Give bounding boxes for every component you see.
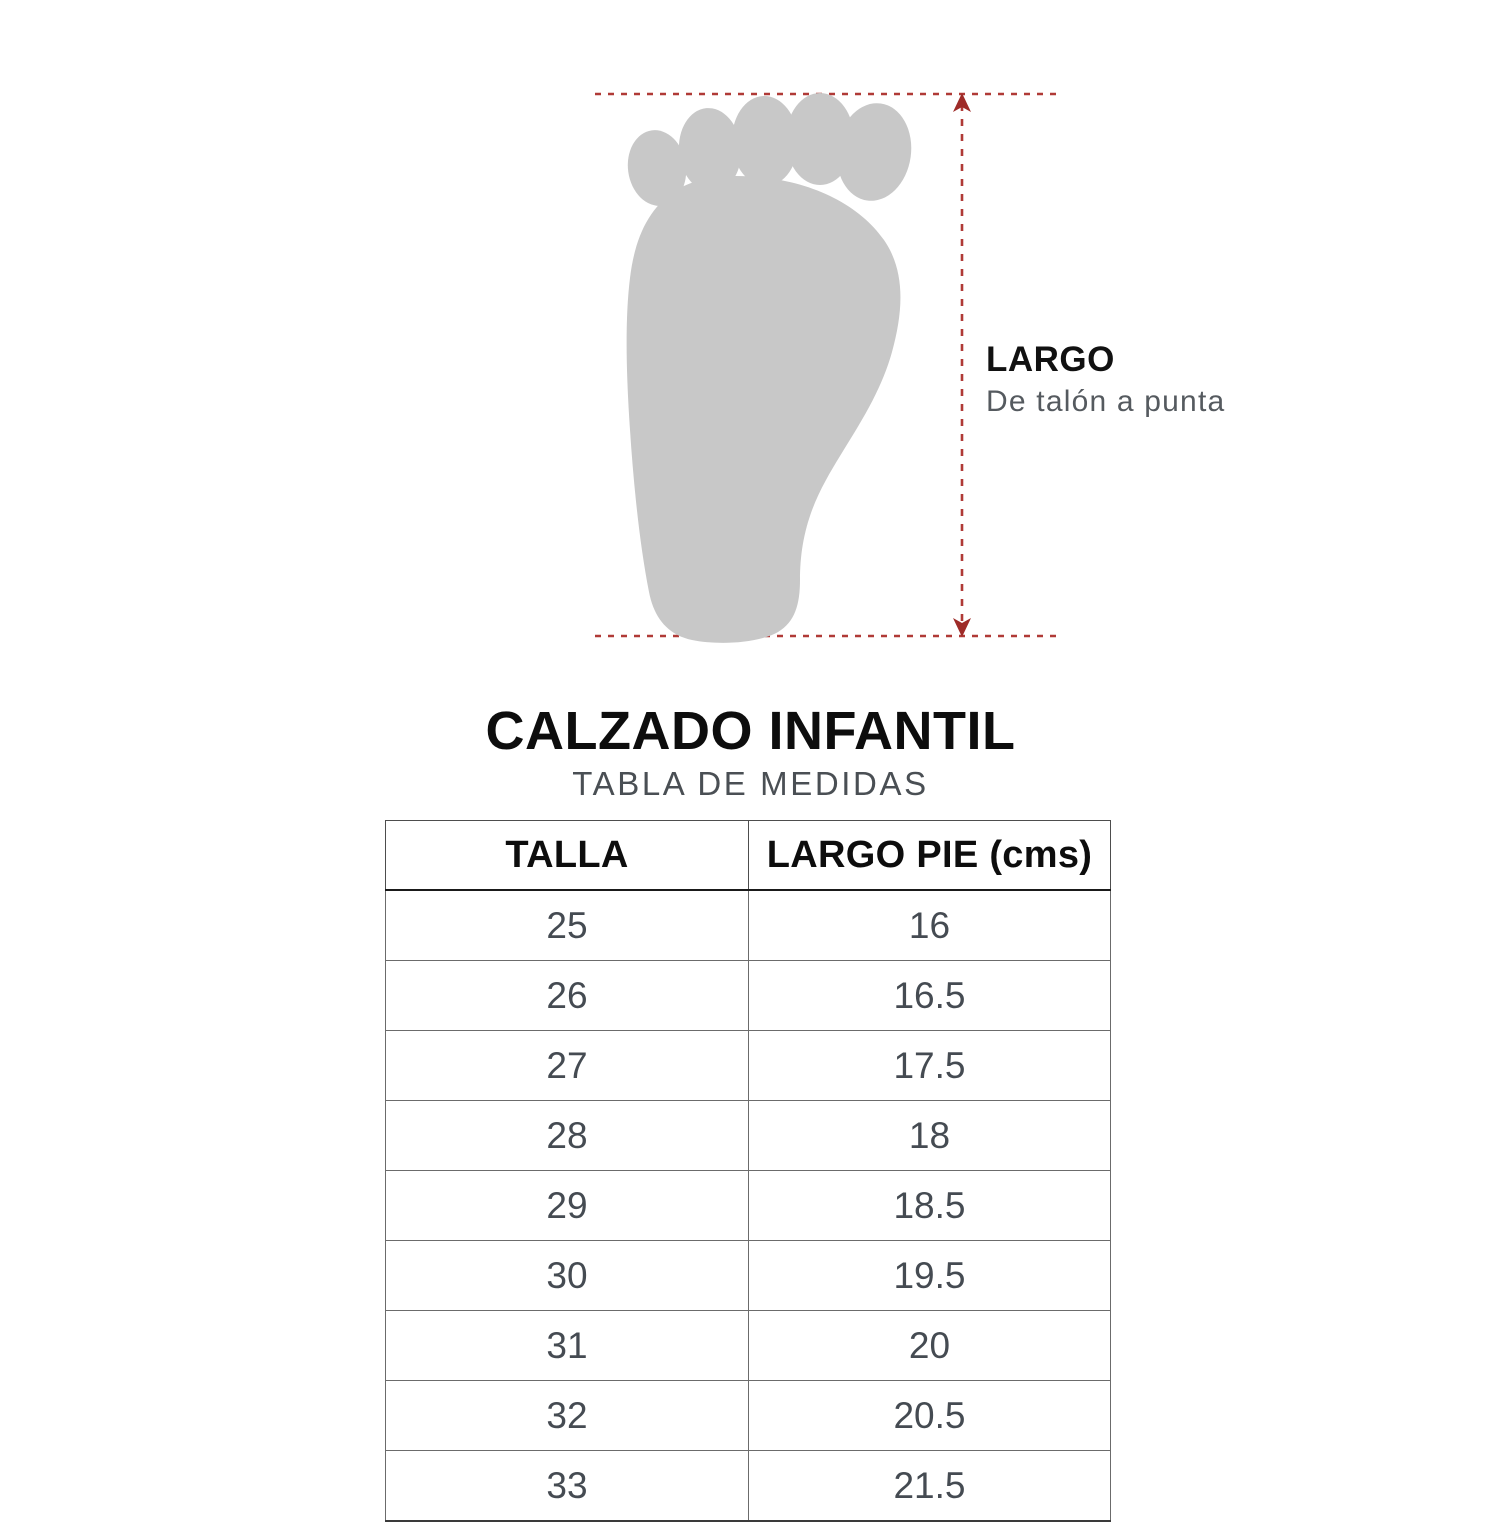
table-row: 29 18.5 (385, 1170, 1111, 1241)
toe-1-big (836, 103, 912, 201)
table-row: 32 20.5 (385, 1380, 1111, 1451)
cell-largo: 19.5 (748, 1240, 1111, 1311)
column-header-largo-pie: LARGO PIE (cms) (748, 820, 1111, 891)
cell-talla: 30 (385, 1240, 749, 1311)
table-row: 30 19.5 (385, 1240, 1111, 1311)
cell-largo: 16 (748, 889, 1111, 961)
cell-largo: 21.5 (748, 1450, 1111, 1522)
cell-talla: 31 (385, 1310, 749, 1381)
page-title: CALZADO INFANTIL (485, 701, 1016, 761)
cell-talla: 25 (385, 889, 749, 961)
cell-talla: 32 (385, 1380, 749, 1451)
table-body: 25 16 26 16.5 27 17.5 28 18 29 18.5 30 1… (385, 889, 1111, 1522)
size-table: TALLA LARGO PIE (cms) 25 16 26 16.5 27 1… (385, 820, 1111, 1522)
toe-5-pinky (627, 130, 687, 206)
table-header-row: TALLA LARGO PIE (cms) (385, 820, 1111, 891)
arrow-head-down (953, 618, 971, 637)
cell-talla: 27 (385, 1030, 749, 1101)
table-row: 28 18 (385, 1100, 1111, 1171)
length-annotation-subtitle: De talón a punta (986, 385, 1226, 418)
cell-talla: 29 (385, 1170, 749, 1241)
cell-largo: 20.5 (748, 1380, 1111, 1451)
cell-largo: 18 (748, 1100, 1111, 1171)
table-row: 33 21.5 (385, 1450, 1111, 1522)
toe-3 (731, 96, 799, 186)
page-subtitle: TABLA DE MEDIDAS (572, 765, 929, 802)
cell-talla: 26 (385, 960, 749, 1031)
table-row: 31 20 (385, 1310, 1111, 1381)
table-row: 25 16 (385, 889, 1111, 961)
cell-largo: 20 (748, 1310, 1111, 1381)
foot-measurement-diagram (0, 0, 1501, 690)
table-row: 27 17.5 (385, 1030, 1111, 1101)
cell-talla: 28 (385, 1100, 749, 1171)
arrow-head-up (953, 93, 971, 112)
foot-sole (626, 176, 901, 643)
cell-largo: 17.5 (748, 1030, 1111, 1101)
footprint-icon (626, 93, 912, 643)
cell-largo: 16.5 (748, 960, 1111, 1031)
column-header-talla: TALLA (385, 820, 749, 891)
cell-talla: 33 (385, 1450, 749, 1522)
length-annotation-title: LARGO (986, 340, 1115, 379)
toe-4 (678, 108, 742, 192)
length-annotation: LARGO De talón a punta (986, 340, 1406, 421)
cell-largo: 18.5 (748, 1170, 1111, 1241)
toe-2 (786, 93, 854, 185)
table-row: 26 16.5 (385, 960, 1111, 1031)
